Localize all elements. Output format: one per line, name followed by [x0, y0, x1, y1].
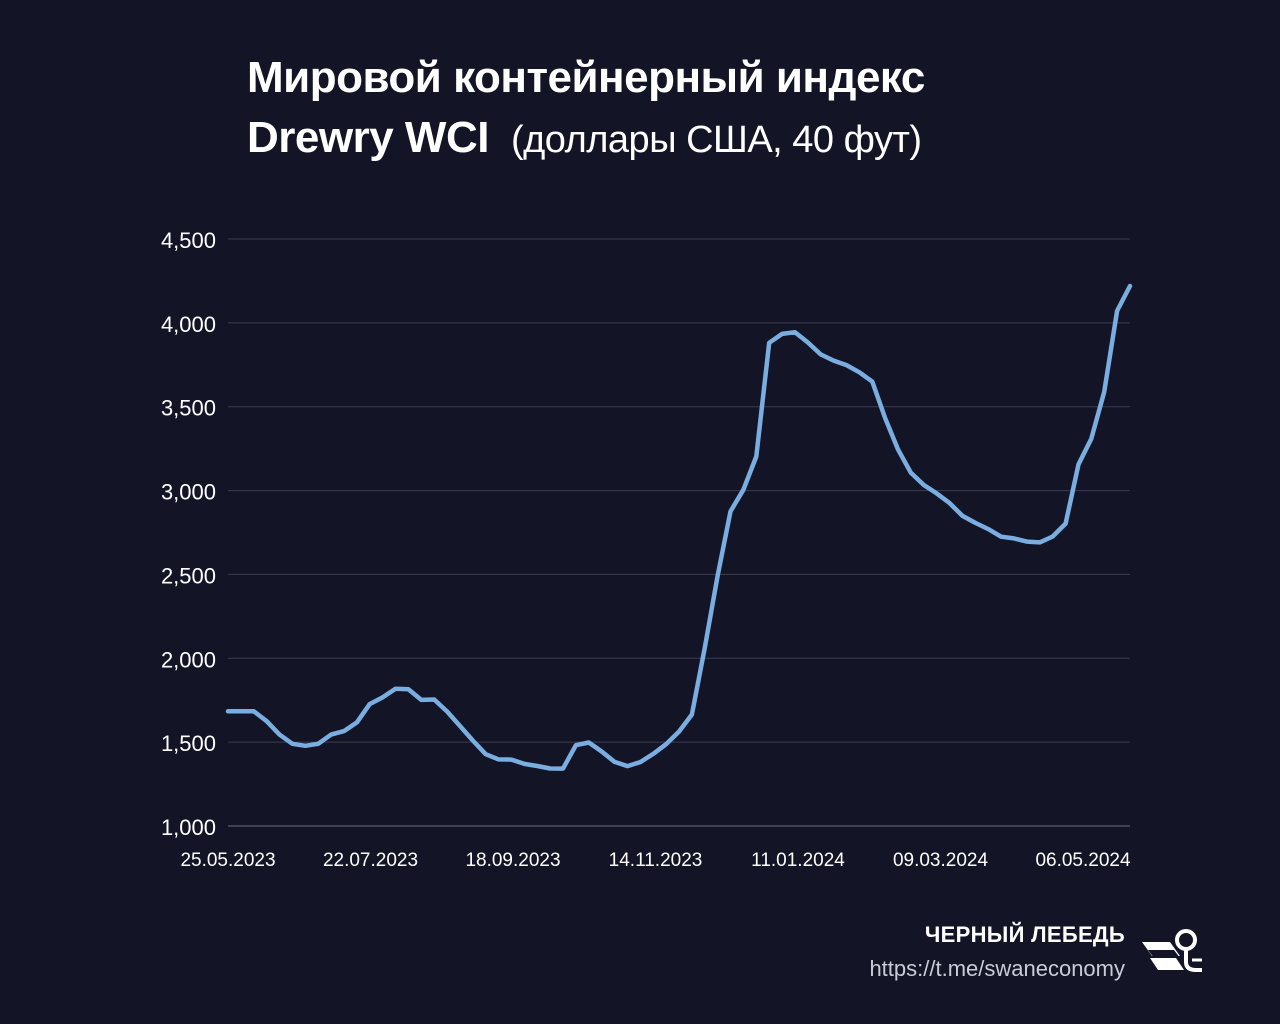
y-tick-label: 2,500 [161, 563, 216, 588]
title-main: Drewry WCI [247, 113, 489, 162]
title-units: (доллары США, 40 фут) [510, 119, 922, 161]
y-tick-label: 1,000 [161, 815, 216, 840]
y-tick-label: 2,000 [161, 647, 216, 672]
swan-logo-icon [1142, 929, 1202, 972]
x-tick-label: 11.01.2024 [751, 850, 845, 871]
brand-url[interactable]: https://t.me/swaneconomy [869, 956, 1125, 981]
x-tick-label: 14.11.2023 [609, 850, 703, 871]
y-tick-label: 1,500 [161, 731, 216, 756]
x-tick-label: 09.03.2024 [893, 850, 989, 871]
chart-title: Мировой контейнерный индекс Drewry WCI (д… [247, 48, 925, 170]
x-tick-label: 18.09.2023 [465, 850, 560, 871]
x-tick-label: 06.05.2024 [1035, 850, 1131, 871]
y-tick-label: 4,500 [161, 228, 216, 253]
brand-block: ЧЕРНЫЙ ЛЕБЕДЬ https://t.me/swaneconomy [869, 922, 1125, 982]
y-tick-label: 3,000 [161, 480, 216, 505]
y-tick-label: 4,000 [161, 312, 216, 337]
y-tick-label: 3,500 [161, 396, 216, 421]
brand-name: ЧЕРНЫЙ ЛЕБЕДЬ [924, 922, 1125, 947]
title-line-2: Drewry WCI (доллары США, 40 фут) [247, 108, 925, 170]
x-tick-label: 25.05.2023 [180, 850, 275, 871]
series-line [225, 283, 1133, 771]
x-tick-label: 22.07.2023 [323, 850, 418, 871]
title-line-1: Мировой контейнерный индекс [247, 53, 925, 102]
